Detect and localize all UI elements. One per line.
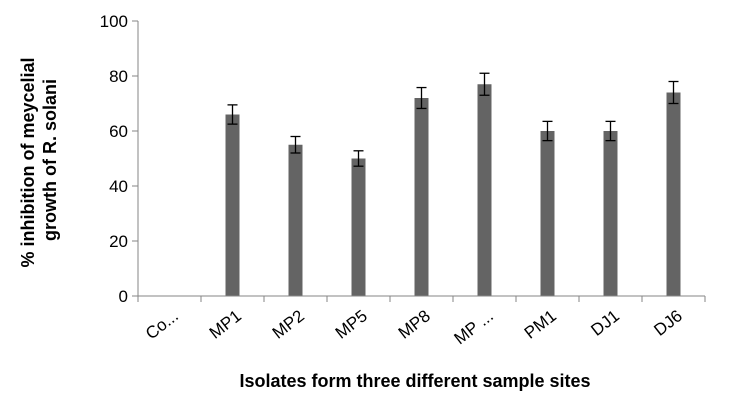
x-category-label: MP ... [451, 306, 497, 348]
x-category-label: DJ1 [587, 306, 623, 340]
bar [225, 114, 240, 296]
y-axis-title-line-2: growth of R. solani [40, 79, 60, 241]
y-axis-title-line-1: % inhibition of meycelial [18, 57, 38, 267]
y-axis-ticks: 0 20 40 60 80 100 [100, 12, 706, 306]
x-category-label: MP2 [269, 306, 308, 343]
x-category-label: DJ6 [650, 306, 686, 340]
y-tick-label: 20 [109, 232, 128, 251]
y-axis-title: % inhibition of meycelial growth of R. s… [18, 52, 60, 267]
bar [288, 144, 303, 296]
y-tick-label: 60 [109, 122, 128, 141]
bar [666, 92, 681, 296]
x-axis-title: Isolates form three different sample sit… [239, 371, 590, 391]
error-bars [227, 72, 679, 167]
bar [603, 131, 618, 296]
bar [351, 158, 366, 296]
x-axis-labels: Co... MP1 MP2 MP5 MP8 MP ... PM1 DJ1 DJ6 [142, 306, 686, 348]
x-category-label: MP8 [395, 306, 434, 343]
x-category-label: MP5 [332, 306, 371, 343]
x-category-label: Co... [142, 306, 182, 343]
bar [477, 84, 492, 296]
x-category-label: PM1 [521, 306, 560, 343]
y-tick-label: 80 [109, 67, 128, 86]
y-tick-label: 0 [119, 287, 128, 306]
bar [540, 131, 555, 296]
bar [414, 98, 429, 296]
y-tick-label: 100 [100, 12, 128, 31]
y-tick-label: 40 [109, 177, 128, 196]
bars [225, 84, 681, 296]
x-category-label: MP1 [206, 306, 245, 343]
